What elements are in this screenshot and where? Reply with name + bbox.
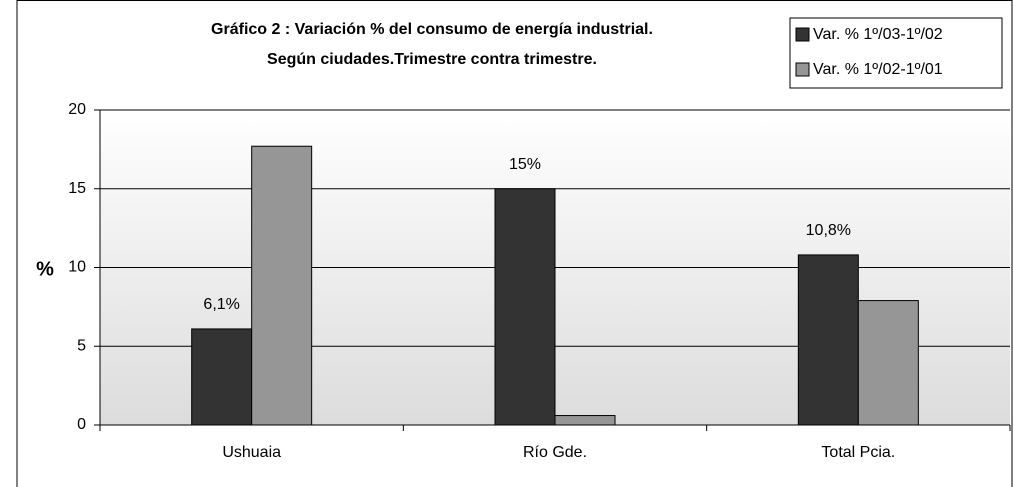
y-tick-label: 5: [77, 337, 86, 354]
bar: [554, 415, 616, 426]
data-label: 15%: [509, 156, 541, 173]
legend-swatch: [795, 27, 810, 42]
bar: [251, 145, 313, 426]
y-tick-label: 0: [77, 416, 86, 433]
data-label: 10,8%: [806, 222, 851, 239]
bar: [857, 300, 919, 426]
bar: [797, 254, 859, 426]
x-tick-label: Ushuaia: [222, 444, 281, 461]
legend-label: Var. % 1º/02-1º/01: [813, 61, 943, 78]
x-tick-label: Total Pcia.: [821, 444, 895, 461]
x-tick-label: Río Gde.: [523, 444, 587, 461]
legend-label: Var. % 1º/03-1º/02: [813, 26, 943, 43]
y-tick-label: 10: [68, 259, 86, 276]
frame: [16, 0, 1013, 487]
chart-title: Según ciudades.Trimestre contra trimestr…: [267, 51, 597, 68]
y-tick-label: 20: [68, 101, 86, 118]
data-label: 6,1%: [203, 296, 239, 313]
y-tick-label: 15: [68, 180, 86, 197]
bar: [494, 188, 556, 426]
chart-title: Gráfico 2 : Variación % del consumo de e…: [211, 21, 653, 38]
legend-swatch: [795, 62, 810, 77]
legend: [789, 17, 1003, 89]
bar: [191, 328, 253, 426]
y-axis-label: %: [36, 258, 54, 280]
